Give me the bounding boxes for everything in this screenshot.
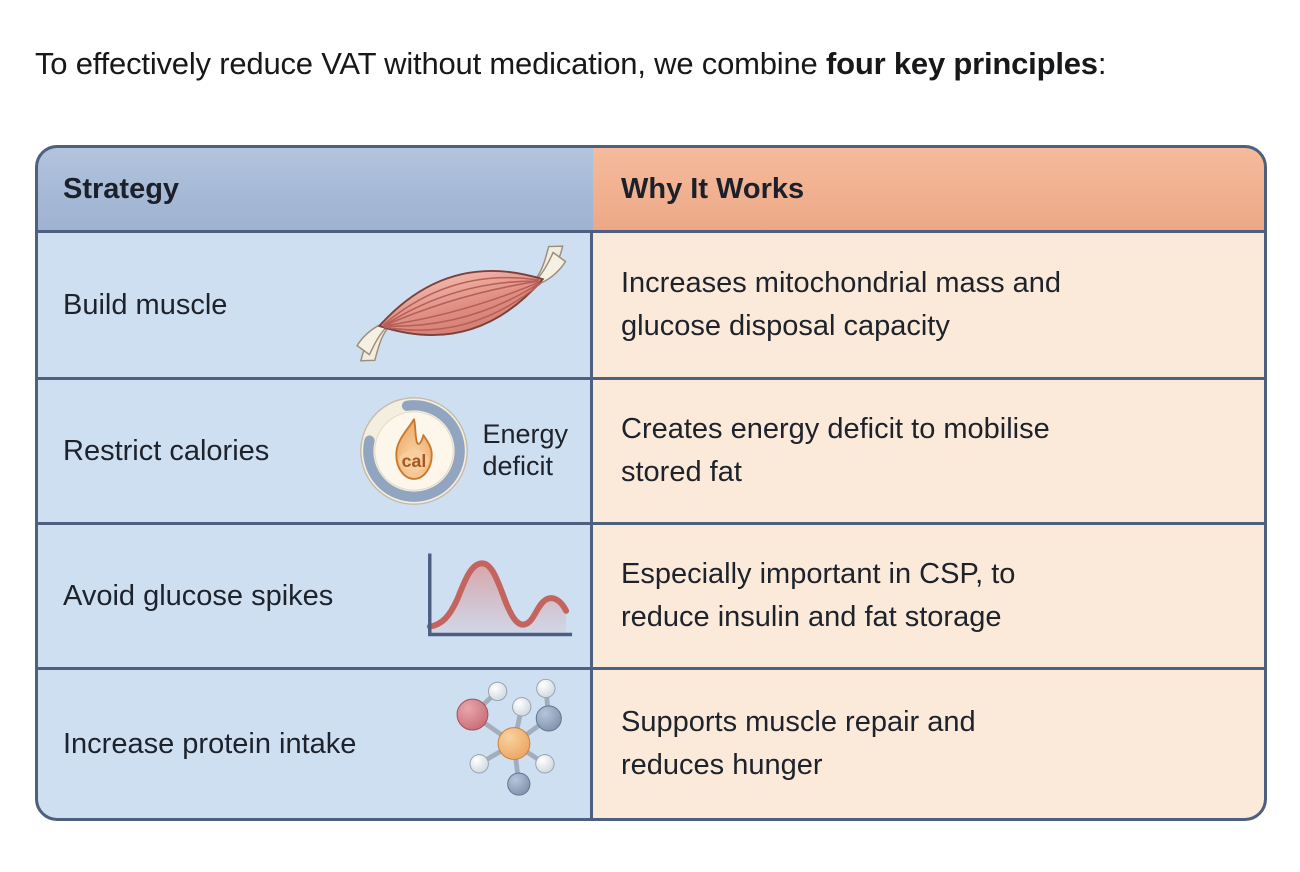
page-title: To effectively reduce VAT without medica… [35,46,1106,82]
strategy-label: Restrict calories [63,434,270,467]
protein-molecule-icon [456,678,562,796]
column-header-strategy: Strategy [38,148,593,230]
table-row-3-strategy-cell: Avoid glucose spikes [38,522,593,667]
why-text-line: reduces hunger [621,749,823,781]
energy-deficit-badge: cal Energy deficit [358,395,578,507]
strategy-label: Increase protein intake [63,727,357,760]
why-text-line: glucose disposal capacity [621,310,950,342]
strategy-label: Avoid glucose spikes [63,579,334,612]
energy-deficit-gauge-icon: cal [360,397,469,505]
caption-line: Energy [482,419,568,450]
column-header-why: Why It Works [593,148,1264,230]
energy-deficit-caption: Energy deficit [482,419,568,483]
table-row-4-strategy-cell: Increase protein intake [38,667,593,818]
table-row-2-strategy-cell: Restrict calories cal [38,377,593,522]
title-suffix: : [1097,46,1107,81]
why-text-line: Creates energy deficit to mobilise [621,413,1050,446]
table-row-3-why-cell: Especially important in CSP, to reduce i… [593,522,1264,667]
why-text-line: reduce insulin and fat storage [621,601,1002,633]
table-row-1-why-cell: Increases mitochondrial mass and glucose… [593,230,1264,377]
cal-label: cal [402,451,427,471]
title-prefix: To effectively reduce VAT without medica… [35,46,826,81]
why-text-line: Increases mitochondrial mass and [621,267,1062,300]
table-row-2-why-cell: Creates energy deficit to mobilise store… [593,377,1264,522]
table-row-4-why-cell: Supports muscle repair and reduces hunge… [593,667,1264,818]
title-bold: four key principles [825,46,1098,81]
why-text-line: stored fat [621,456,742,488]
caption-line: deficit [482,451,553,481]
why-text-line: Supports muscle repair and [621,706,976,739]
why-text-line: Especially important in CSP, to [621,558,1016,591]
strategies-table: Strategy Why It Works Build muscle [35,145,1267,821]
glucose-spike-chart-icon [426,553,573,637]
table-row-1-strategy-cell: Build muscle [38,230,593,377]
strategy-label: Build muscle [63,288,228,321]
muscle-icon [356,245,567,362]
